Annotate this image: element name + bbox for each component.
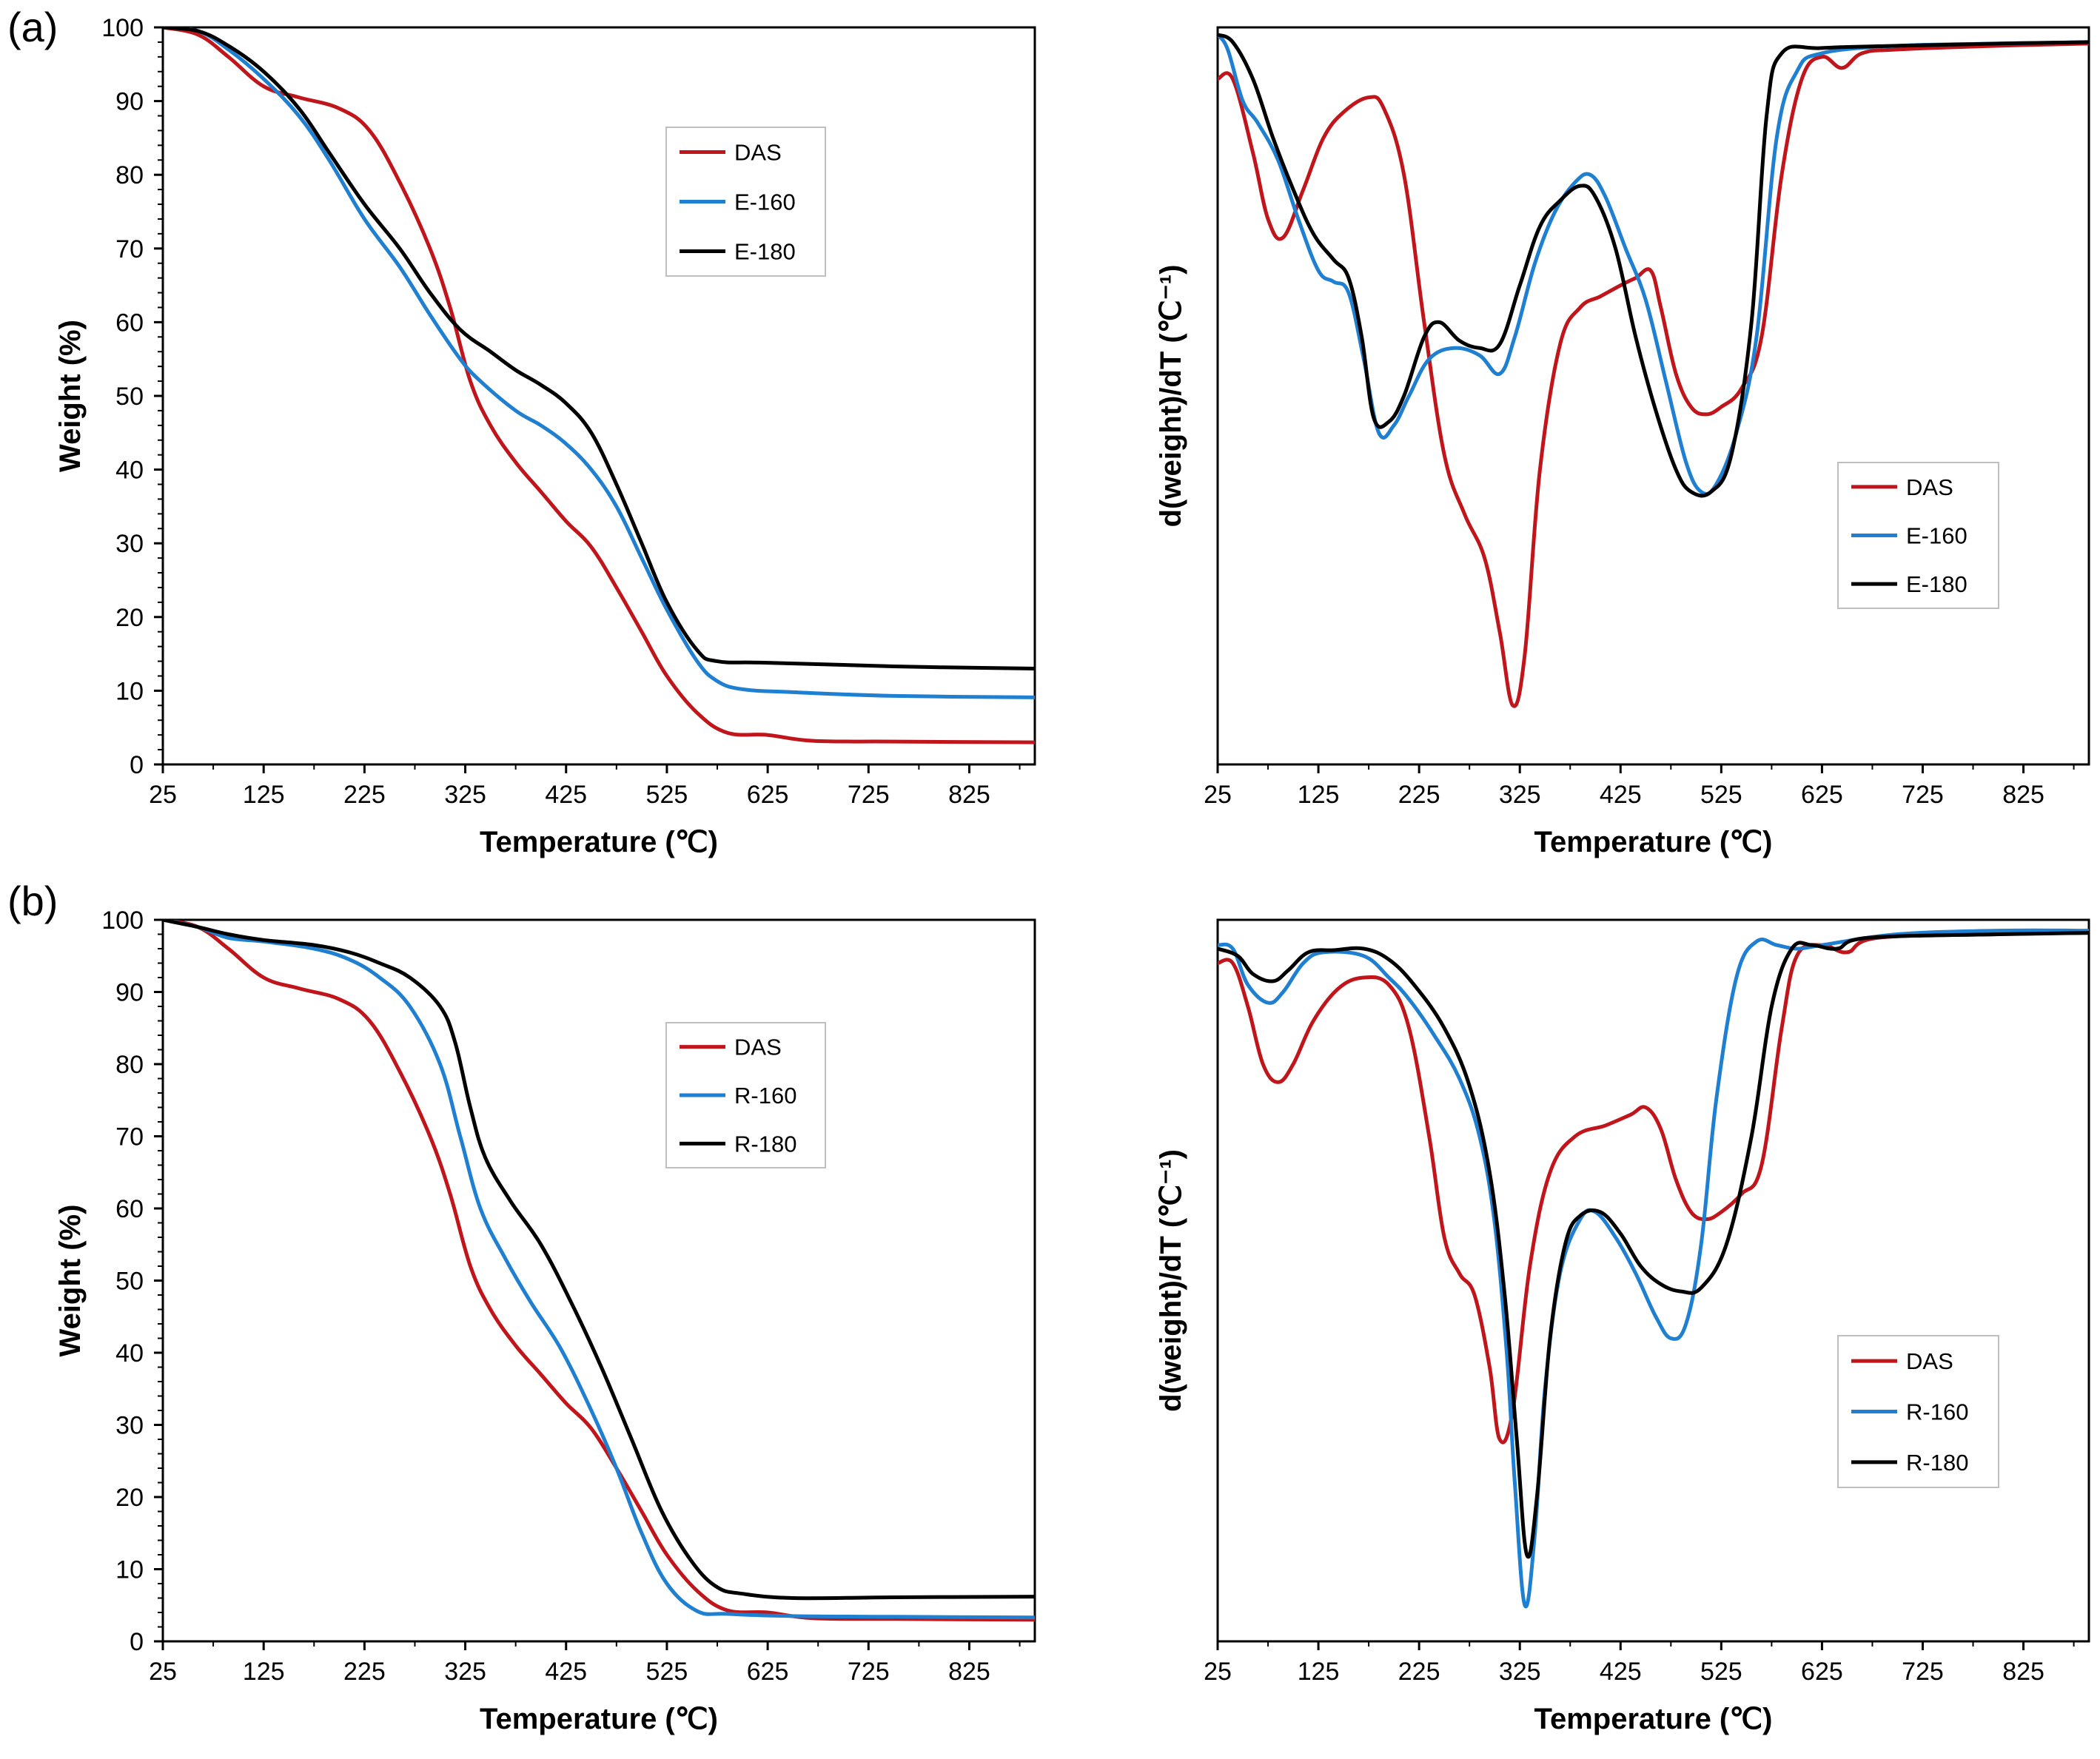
x-tick-label: 425 xyxy=(1600,781,1642,809)
series-line-e-160 xyxy=(163,27,1035,699)
x-tick-label: 525 xyxy=(646,781,688,809)
series-line-r-180 xyxy=(163,920,1035,1601)
y-tick-label: 100 xyxy=(101,14,144,42)
x-tick-label: 25 xyxy=(1204,781,1232,809)
y-tick-label: 60 xyxy=(115,309,144,337)
x-tick-label: 825 xyxy=(948,1658,990,1686)
x-axis-label: Temperature (℃) xyxy=(1534,826,1772,858)
x-tick-label: 625 xyxy=(747,1658,789,1686)
x-tick-label: 325 xyxy=(1499,1658,1541,1686)
panel-label-a: (a) xyxy=(7,4,58,50)
x-tick-label: 25 xyxy=(149,1658,177,1686)
legend-label-r-160: R-160 xyxy=(734,1083,796,1109)
legend-label-e-160: E-160 xyxy=(1906,523,1968,549)
x-tick-label: 325 xyxy=(444,1658,486,1686)
y-tick-label: 40 xyxy=(115,1339,144,1368)
series-line-e-160 xyxy=(1218,33,2089,496)
legend-label-das: DAS xyxy=(1906,1348,1953,1374)
series-line-e-180 xyxy=(1218,33,2089,498)
x-tick-label: 325 xyxy=(444,781,486,809)
y-tick-label: 60 xyxy=(115,1195,144,1223)
x-tick-label: 225 xyxy=(1398,781,1440,809)
x-tick-label: 525 xyxy=(1700,1658,1742,1686)
x-tick-label: 25 xyxy=(1204,1658,1232,1686)
y-tick-label: 30 xyxy=(115,530,144,558)
x-tick-label: 225 xyxy=(343,1658,386,1686)
x-tick-label: 725 xyxy=(848,781,890,809)
x-tick-label: 225 xyxy=(1398,1658,1440,1686)
legend-label-e-160: E-160 xyxy=(734,189,796,215)
x-tick-label: 525 xyxy=(646,1658,688,1686)
x-tick-label: 625 xyxy=(1801,1658,1843,1686)
y-tick-label: 40 xyxy=(115,457,144,485)
x-tick-label: 525 xyxy=(1700,781,1742,809)
y-axis-label: d(weight)/dT (℃⁻¹) xyxy=(1155,265,1187,528)
y-tick-label: 10 xyxy=(115,1556,144,1584)
legend-label-das: DAS xyxy=(734,1035,782,1060)
y-tick-label: 20 xyxy=(115,604,144,632)
legend-label-e-180: E-180 xyxy=(734,239,796,265)
y-tick-label: 20 xyxy=(115,1484,144,1512)
x-tick-label: 725 xyxy=(848,1658,890,1686)
y-tick-label: 0 xyxy=(130,1628,144,1656)
y-tick-label: 80 xyxy=(115,1051,144,1079)
series-line-das xyxy=(163,27,1035,744)
x-tick-label: 425 xyxy=(545,781,587,809)
y-tick-label: 10 xyxy=(115,677,144,705)
legend-label-das: DAS xyxy=(1906,474,1953,500)
x-tick-label: 625 xyxy=(1801,781,1843,809)
legend-label-r-180: R-180 xyxy=(734,1131,796,1157)
plot-frame xyxy=(1216,918,2090,1643)
x-tick-label: 125 xyxy=(243,1658,285,1686)
x-tick-label: 425 xyxy=(1600,1658,1642,1686)
series-line-r-160 xyxy=(163,920,1035,1620)
y-tick-label: 90 xyxy=(115,979,144,1007)
x-tick-label: 725 xyxy=(1902,1658,1944,1686)
x-tick-label: 425 xyxy=(545,1658,587,1686)
x-tick-label: 125 xyxy=(243,781,285,809)
panel-label-b: (b) xyxy=(7,878,58,924)
x-tick-label: 325 xyxy=(1499,781,1541,809)
x-tick-label: 825 xyxy=(948,781,990,809)
series-line-e-180 xyxy=(163,27,1035,670)
x-tick-label: 825 xyxy=(2002,1658,2044,1686)
y-tick-label: 80 xyxy=(115,161,144,189)
legend-label-r-160: R-160 xyxy=(1906,1399,1968,1425)
x-axis-label: Temperature (℃) xyxy=(480,1703,718,1735)
y-tick-label: 70 xyxy=(115,1123,144,1151)
x-tick-label: 725 xyxy=(1902,781,1944,809)
y-tick-label: 30 xyxy=(115,1412,144,1440)
series-line-r-160 xyxy=(1218,928,2089,1609)
x-tick-label: 25 xyxy=(149,781,177,809)
legend-label-r-180: R-180 xyxy=(1906,1450,1968,1476)
y-tick-label: 70 xyxy=(115,235,144,263)
y-axis-label: Weight (%) xyxy=(54,1205,87,1357)
x-axis-label: Temperature (℃) xyxy=(1534,1703,1772,1735)
series-line-das xyxy=(1218,931,2089,1444)
legend-label-e-180: E-180 xyxy=(1906,571,1968,597)
y-tick-label: 90 xyxy=(115,88,144,116)
x-tick-label: 825 xyxy=(2002,781,2044,809)
y-tick-label: 0 xyxy=(130,751,144,779)
y-axis-label: d(weight)/dT (℃⁻¹) xyxy=(1155,1149,1187,1412)
series-line-r-180 xyxy=(1218,931,2089,1559)
x-tick-label: 225 xyxy=(343,781,386,809)
x-axis-label: Temperature (℃) xyxy=(480,826,718,858)
series-line-das xyxy=(163,920,1035,1622)
y-tick-label: 50 xyxy=(115,383,144,411)
y-axis-label: Weight (%) xyxy=(54,320,87,472)
y-tick-label: 100 xyxy=(101,907,144,935)
x-tick-label: 125 xyxy=(1298,1658,1340,1686)
x-tick-label: 625 xyxy=(747,781,789,809)
x-tick-label: 125 xyxy=(1298,781,1340,809)
legend-label-das: DAS xyxy=(734,140,782,166)
plot-frame xyxy=(1216,26,2090,766)
y-tick-label: 50 xyxy=(115,1268,144,1296)
series-line-das xyxy=(1218,41,2089,708)
